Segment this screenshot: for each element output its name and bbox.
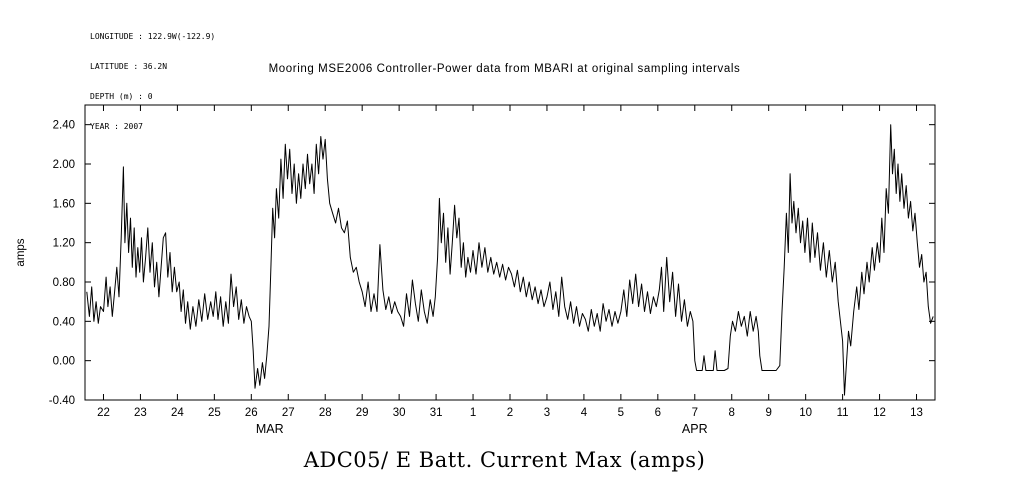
y-tick-label: 0.80 [53, 277, 75, 289]
x-tick-label: 13 [910, 407, 923, 419]
y-tick-label: 1.20 [53, 238, 75, 250]
x-tick-label: 25 [208, 407, 221, 419]
year-label: YEAR : 2007 [90, 122, 143, 131]
y-tick-label: 0.40 [53, 316, 75, 328]
y-tick-label: 1.60 [53, 198, 75, 210]
x-tick-label: 7 [692, 407, 698, 419]
x-tick-label: 30 [393, 407, 406, 419]
x-tick-label: 29 [356, 407, 369, 419]
x-tick-label: 9 [765, 407, 771, 419]
month-label: MAR [256, 422, 284, 436]
x-tick-label: 12 [873, 407, 886, 419]
x-tick-label: 24 [171, 407, 184, 419]
y-tick-label: -0.40 [49, 395, 75, 407]
latitude-label: LATITUDE : 36.2N [90, 62, 168, 71]
x-tick-label: 3 [544, 407, 550, 419]
x-tick-label: 10 [799, 407, 812, 419]
y-tick-label: 2.00 [53, 159, 75, 171]
longitude-label: LONGITUDE : 122.9W(-122.9) [90, 32, 216, 41]
chart-title: Mooring MSE2006 Controller-Power data fr… [268, 63, 741, 75]
x-tick-label: 27 [282, 407, 295, 419]
metadata-block: LONGITUDE : 122.9W(-122.9) LATITUDE : 36… [90, 12, 215, 142]
depth-label: DEPTH (m) : 0 [90, 92, 153, 101]
x-tick-label: 22 [97, 407, 110, 419]
x-tick-label: 5 [618, 407, 624, 419]
x-tick-label: 8 [729, 407, 735, 419]
data-series-line [86, 124, 934, 396]
x-tick-label: 6 [655, 407, 661, 419]
x-tick-label: 11 [837, 407, 849, 419]
x-tick-label: 4 [581, 407, 588, 419]
x-tick-label: 26 [245, 407, 258, 419]
x-tick-label: 2 [507, 407, 513, 419]
y-tick-label: 0.00 [53, 356, 75, 368]
x-tick-label: 23 [134, 407, 147, 419]
x-tick-label: 28 [319, 407, 332, 419]
y-axis-label: amps [15, 238, 27, 266]
chart-subtitle: ADC05/ E Batt. Current Max (amps) [303, 448, 706, 472]
y-tick-label: 2.40 [53, 120, 75, 132]
x-tick-label: 1 [470, 407, 476, 419]
x-tick-label: 31 [430, 407, 443, 419]
plot-frame [84, 104, 936, 401]
month-label: APR [682, 422, 708, 436]
